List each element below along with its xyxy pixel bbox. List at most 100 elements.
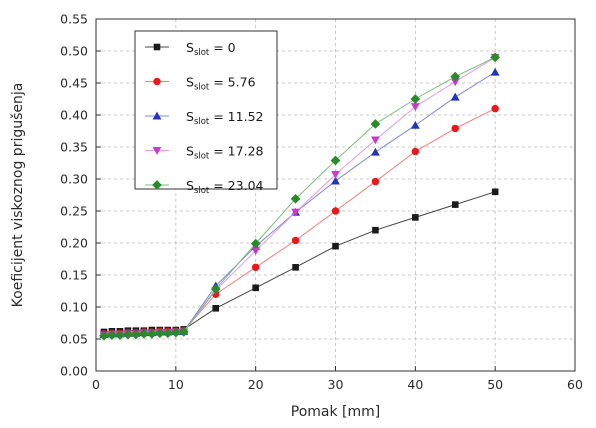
legend-marker: [153, 43, 161, 51]
data-point: [371, 177, 380, 186]
legend-label-main: S: [186, 178, 194, 193]
x-tick-label: 50: [487, 377, 503, 392]
y-tick-label: 0.55: [60, 12, 88, 27]
data-point: [252, 284, 259, 292]
legend-label-value: = 17.28: [209, 144, 263, 159]
data-point: [331, 207, 340, 215]
x-tick-label: 10: [168, 377, 184, 392]
data-point: [155, 328, 165, 339]
data-point: [251, 247, 261, 256]
data-point: [370, 119, 381, 129]
data-point: [250, 238, 261, 249]
legend-item: Sslot = 5.76: [145, 75, 256, 93]
legend-marker: [152, 111, 162, 120]
data-point: [331, 171, 340, 179]
plot-frame: [95, 18, 576, 372]
data-point: [450, 92, 460, 101]
series-group: [99, 52, 501, 341]
data-point: [412, 214, 419, 221]
data-point: [451, 201, 459, 208]
data-point: [251, 263, 260, 272]
legend-marker: [152, 180, 162, 190]
x-tick-label: 40: [407, 377, 423, 392]
legend-label-main: S: [186, 144, 194, 159]
legend-marker: [153, 77, 161, 86]
legend-label-sub: slot: [194, 186, 210, 196]
legend-item: Sslot = 23.04: [145, 178, 264, 196]
legend-label-value: = 23.04: [209, 178, 263, 193]
legend-label-main: S: [186, 75, 194, 90]
x-tick-label: 60: [567, 377, 583, 392]
legend-item: Sslot = 17.28: [145, 144, 264, 162]
legend-label-value: = 0: [209, 40, 235, 55]
data-point: [371, 147, 380, 156]
data-point: [410, 103, 420, 112]
legend-item: Sslot = 0: [145, 40, 236, 58]
legend-label-main: S: [186, 109, 194, 124]
legend-label-sub: slot: [194, 117, 210, 127]
data-point: [372, 226, 379, 234]
y-tick-label: 0.10: [60, 300, 88, 315]
legend-box: [134, 30, 278, 190]
data-point: [450, 71, 461, 82]
legend-label-sub: slot: [194, 48, 210, 58]
y-tick-label: 0.00: [60, 364, 88, 379]
data-point: [491, 188, 499, 196]
data-point: [131, 329, 141, 340]
y-tick-label: 0.50: [60, 44, 88, 59]
data-point: [330, 155, 341, 166]
y-tick-label: 0.15: [60, 268, 88, 283]
legend-label: Sslot = 5.76: [186, 75, 256, 93]
y-tick-label: 0.40: [60, 108, 88, 123]
legend-label-value: = 11.52: [209, 109, 263, 124]
data-point: [178, 327, 189, 337]
data-point: [139, 329, 149, 339]
series-4: [99, 52, 501, 341]
data-point: [292, 264, 299, 271]
data-point: [331, 176, 340, 185]
data-point: [371, 136, 380, 145]
data-point: [99, 330, 109, 341]
x-axis-title: Pomak [mm]: [291, 404, 380, 420]
series-0: [100, 188, 499, 336]
data-point: [490, 67, 500, 76]
legend-label: Sslot = 17.28: [186, 144, 264, 162]
legend-label-sub: slot: [194, 83, 210, 93]
legend-label: Sslot = 0: [186, 40, 236, 58]
axis-ticks: 0 10 20 30 40 50 60 0.00 0.05 0.10 0.15 0.20 0.25 0.3…: [60, 12, 583, 393]
data-point: [290, 194, 301, 204]
series-line: [103, 191, 496, 333]
data-point: [450, 78, 460, 87]
data-point: [123, 329, 133, 340]
data-point: [291, 208, 300, 217]
legend-item: Sslot = 11.52: [145, 109, 263, 127]
legend-label: Sslot = 11.52: [186, 109, 263, 127]
data-point: [411, 147, 420, 156]
y-tick-label: 0.05: [60, 332, 88, 347]
data-point: [115, 330, 125, 340]
data-point: [451, 124, 459, 133]
y-tick-label: 0.20: [60, 236, 88, 251]
legend-label-value: = 5.76: [209, 75, 255, 90]
data-point: [332, 242, 339, 250]
x-tick-label: 0: [92, 377, 100, 392]
data-point: [212, 304, 220, 312]
y-tick-label: 0.25: [60, 204, 88, 219]
y-axis-title: Koeficijent viskoznog prigušenja: [10, 83, 26, 308]
y-tick-label: 0.45: [60, 76, 88, 91]
data-point: [210, 284, 221, 294]
data-point: [490, 52, 501, 63]
legend-marker: [152, 146, 162, 155]
data-point: [291, 236, 300, 245]
y-tick-label: 0.30: [60, 172, 88, 187]
legend-label-main: S: [186, 40, 194, 55]
legend-label-sub: slot: [194, 152, 210, 162]
y-tick-label: 0.35: [60, 140, 88, 155]
data-point: [410, 94, 421, 104]
x-tick-label: 30: [328, 377, 344, 392]
legend-label: Sslot = 23.04: [186, 178, 264, 196]
data-point: [170, 327, 181, 338]
x-tick-label: 20: [248, 377, 264, 392]
